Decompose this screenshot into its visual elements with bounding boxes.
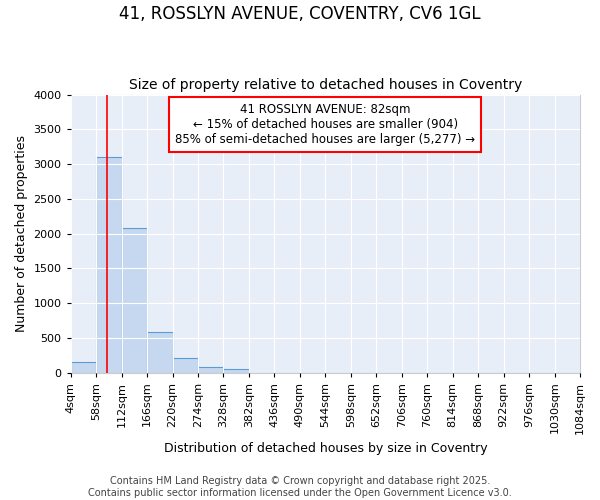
Y-axis label: Number of detached properties: Number of detached properties [15, 135, 28, 332]
Bar [122, 228, 147, 372]
Bar [173, 358, 198, 372]
Bar [147, 332, 173, 372]
Bar [71, 362, 96, 372]
Text: 41 ROSSLYN AVENUE: 82sqm
← 15% of detached houses are smaller (904)
85% of semi-: 41 ROSSLYN AVENUE: 82sqm ← 15% of detach… [175, 103, 475, 146]
Bar [223, 369, 249, 372]
X-axis label: Distribution of detached houses by size in Coventry: Distribution of detached houses by size … [164, 442, 487, 455]
Text: 41, ROSSLYN AVENUE, COVENTRY, CV6 1GL: 41, ROSSLYN AVENUE, COVENTRY, CV6 1GL [119, 5, 481, 23]
Bar [198, 368, 223, 372]
Bar [96, 157, 122, 372]
Title: Size of property relative to detached houses in Coventry: Size of property relative to detached ho… [129, 78, 522, 92]
Text: Contains HM Land Registry data © Crown copyright and database right 2025.
Contai: Contains HM Land Registry data © Crown c… [88, 476, 512, 498]
